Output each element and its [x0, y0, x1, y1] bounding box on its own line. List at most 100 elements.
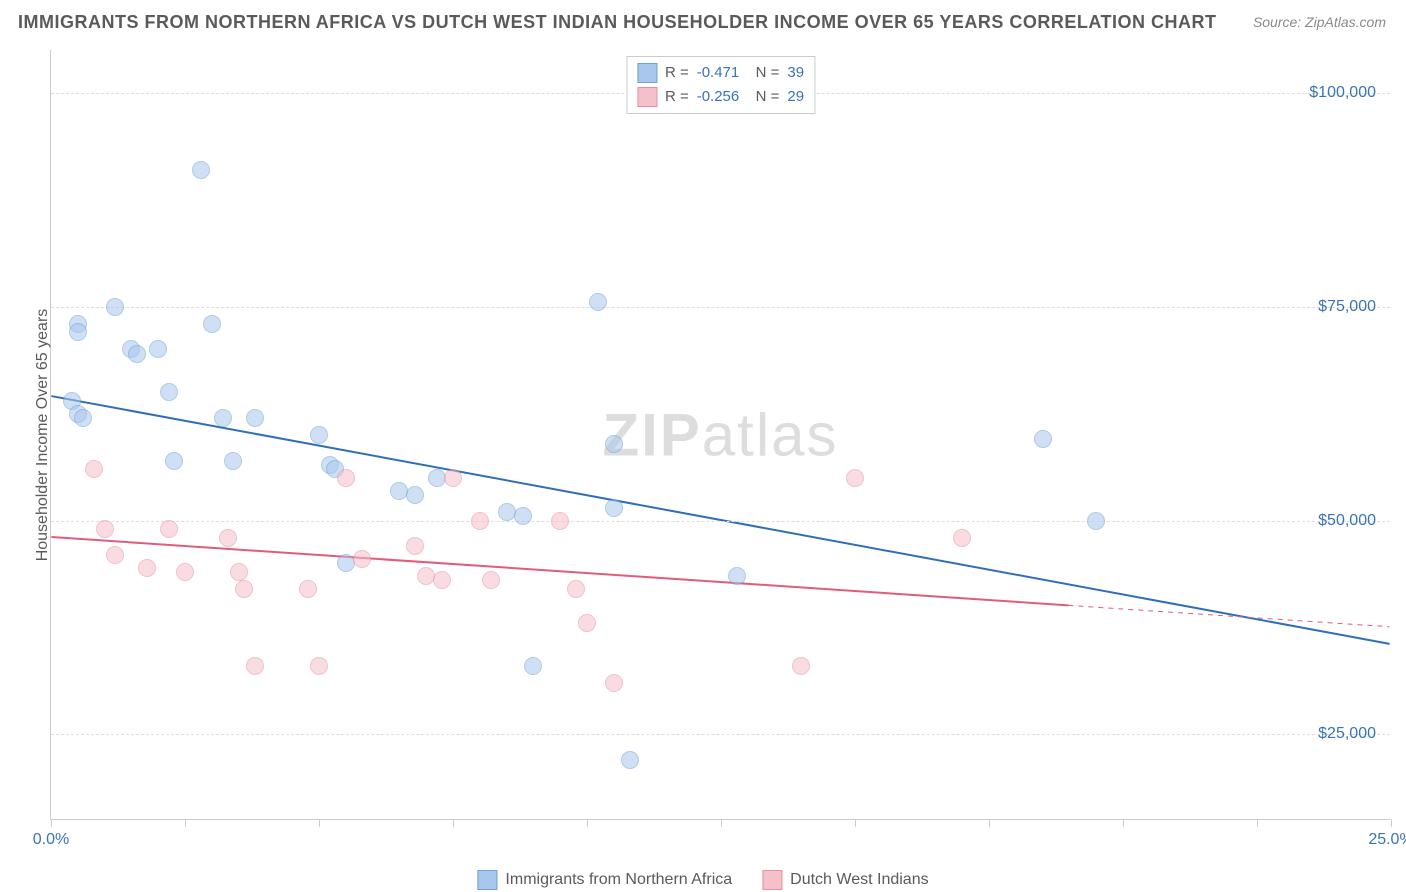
scatter-point — [551, 512, 569, 530]
legend-swatch — [762, 870, 782, 890]
scatter-point — [310, 657, 328, 675]
legend-r-label: R = — [665, 85, 689, 109]
y-axis-label: Householder Income Over 65 years — [34, 308, 52, 561]
x-tick — [185, 819, 186, 827]
scatter-point — [138, 559, 156, 577]
scatter-point — [406, 537, 424, 555]
source-label: Source: ZipAtlas.com — [1253, 14, 1386, 30]
scatter-point — [589, 293, 607, 311]
scatter-point — [846, 469, 864, 487]
grid-line-horizontal — [51, 521, 1390, 522]
scatter-point — [106, 546, 124, 564]
scatter-point — [69, 323, 87, 341]
scatter-point — [160, 520, 178, 538]
chart-plot-area: Householder Income Over 65 years ZIPatla… — [50, 50, 1390, 820]
trend-lines-svg — [51, 50, 1390, 819]
scatter-point — [605, 499, 623, 517]
scatter-point — [498, 503, 516, 521]
scatter-point — [224, 452, 242, 470]
scatter-point — [214, 409, 232, 427]
grid-line-horizontal — [51, 734, 1390, 735]
scatter-point — [337, 469, 355, 487]
x-tick — [1257, 819, 1258, 827]
scatter-point — [165, 452, 183, 470]
scatter-point — [299, 580, 317, 598]
legend-correlation-row: R = -0.256 N = 29 — [637, 85, 804, 109]
scatter-point — [792, 657, 810, 675]
x-tick — [51, 819, 52, 827]
legend-correlation-row: R = -0.471 N = 39 — [637, 61, 804, 85]
legend-correlation-box: R = -0.471 N = 39 R = -0.256 N = 29 — [626, 56, 815, 114]
x-tick — [1123, 819, 1124, 827]
scatter-point — [482, 571, 500, 589]
legend-swatch — [637, 87, 657, 107]
scatter-point — [953, 529, 971, 547]
scatter-point — [106, 298, 124, 316]
scatter-point — [176, 563, 194, 581]
x-tick — [721, 819, 722, 827]
legend-n-label: N = — [747, 61, 779, 85]
legend-series-label: Immigrants from Northern Africa — [505, 871, 732, 889]
scatter-point — [578, 614, 596, 632]
x-tick — [989, 819, 990, 827]
scatter-point — [524, 657, 542, 675]
x-tick — [319, 819, 320, 827]
legend-r-value: -0.471 — [697, 61, 740, 85]
x-tick — [855, 819, 856, 827]
legend-swatch — [637, 63, 657, 83]
watermark-rest: atlas — [702, 401, 839, 468]
legend-series: Immigrants from Northern Africa Dutch Wes… — [477, 870, 928, 890]
scatter-point — [417, 567, 435, 585]
scatter-point — [605, 435, 623, 453]
y-tick-label: $25,000 — [1318, 725, 1376, 743]
legend-n-label: N = — [747, 85, 779, 109]
scatter-point — [74, 409, 92, 427]
scatter-point — [567, 580, 585, 598]
scatter-point — [353, 550, 371, 568]
scatter-point — [246, 409, 264, 427]
scatter-point — [310, 426, 328, 444]
scatter-point — [1034, 430, 1052, 448]
scatter-point — [471, 512, 489, 530]
y-tick-label: $50,000 — [1318, 512, 1376, 530]
legend-n-value: 39 — [787, 61, 804, 85]
legend-swatch — [477, 870, 497, 890]
scatter-point — [149, 340, 167, 358]
scatter-point — [406, 486, 424, 504]
grid-line-horizontal — [51, 307, 1390, 308]
x-tick — [587, 819, 588, 827]
legend-n-value: 29 — [787, 85, 804, 109]
scatter-point — [85, 460, 103, 478]
legend-series-item: Immigrants from Northern Africa — [477, 870, 732, 890]
scatter-point — [605, 674, 623, 692]
scatter-point — [621, 751, 639, 769]
legend-r-value: -0.256 — [697, 85, 740, 109]
scatter-point — [728, 567, 746, 585]
scatter-point — [390, 482, 408, 500]
scatter-point — [160, 383, 178, 401]
x-tick-label: 0.0% — [33, 831, 69, 849]
scatter-point — [96, 520, 114, 538]
scatter-point — [192, 161, 210, 179]
scatter-point — [246, 657, 264, 675]
scatter-point — [128, 345, 146, 363]
scatter-point — [235, 580, 253, 598]
y-tick-label: $100,000 — [1309, 84, 1376, 102]
trend-line-extrapolated — [1068, 605, 1389, 626]
legend-series-label: Dutch West Indians — [790, 871, 928, 889]
legend-series-item: Dutch West Indians — [762, 870, 928, 890]
x-tick-label: 25.0% — [1368, 831, 1406, 849]
scatter-point — [433, 571, 451, 589]
scatter-point — [203, 315, 221, 333]
scatter-point — [514, 507, 532, 525]
x-tick — [1391, 819, 1392, 827]
watermark: ZIPatlas — [602, 400, 838, 469]
legend-r-label: R = — [665, 61, 689, 85]
chart-title: IMMIGRANTS FROM NORTHERN AFRICA VS DUTCH… — [18, 12, 1217, 33]
scatter-point — [1087, 512, 1105, 530]
y-tick-label: $75,000 — [1318, 298, 1376, 316]
scatter-point — [444, 469, 462, 487]
scatter-point — [219, 529, 237, 547]
scatter-point — [230, 563, 248, 581]
trend-line — [51, 537, 1068, 605]
